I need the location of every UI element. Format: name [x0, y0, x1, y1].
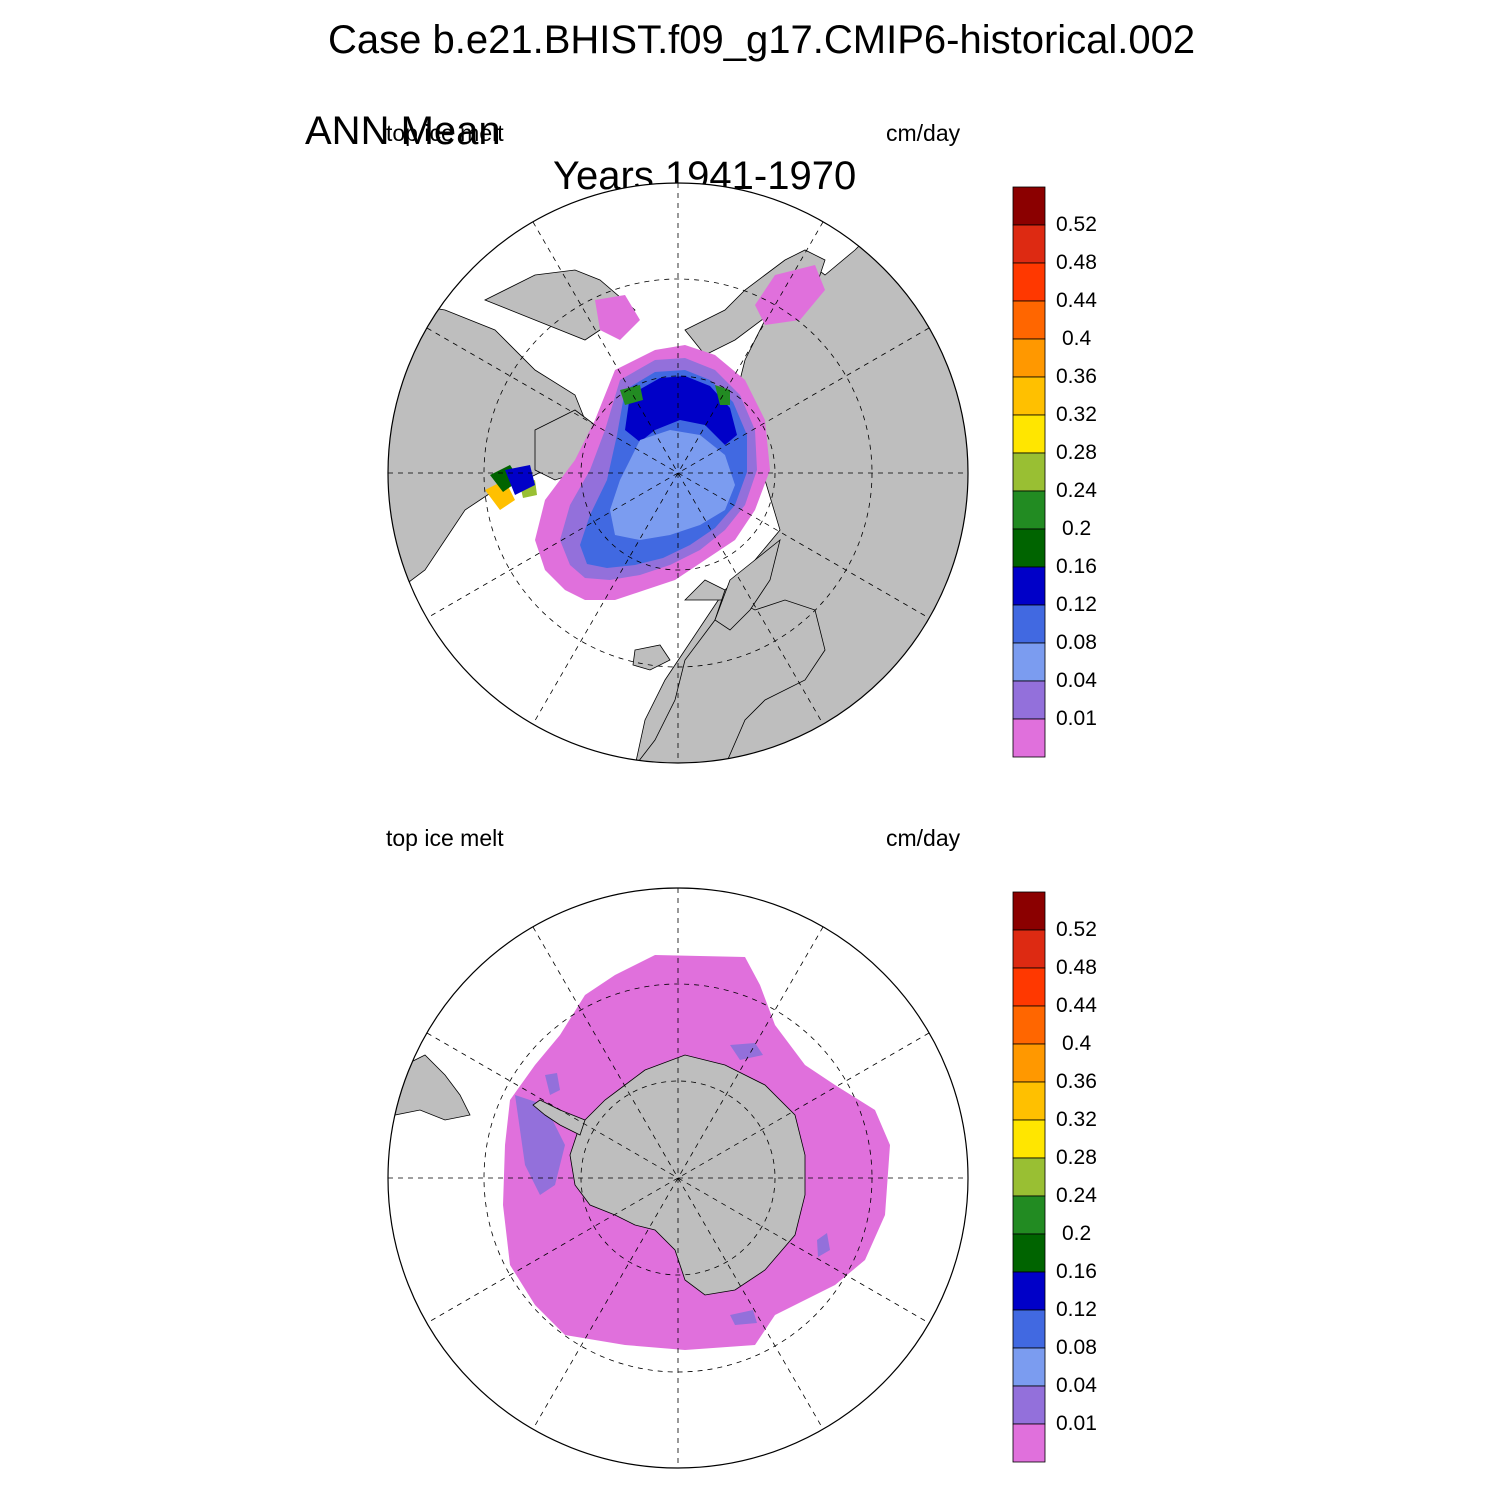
north-polar-map: [387, 182, 969, 764]
colorbar-tick-label: 0.08: [1056, 1336, 1097, 1359]
colorbar-swatch: [1012, 1157, 1046, 1197]
colorbar-tick-label: 0.01: [1056, 1412, 1097, 1435]
colorbar-swatch: [1012, 1195, 1046, 1235]
colorbar-tick-label: 0.28: [1056, 441, 1097, 464]
colorbar-swatch: [1012, 967, 1046, 1007]
colorbar-tick-label: 0.08: [1056, 631, 1097, 654]
melt-pink-okhotsk: [595, 295, 640, 340]
colorbar-north: [1012, 186, 1046, 758]
colorbar-swatch: [1012, 1005, 1046, 1045]
colorbar-swatch: [1012, 1119, 1046, 1159]
colorbar-tick-label: 0.4: [1062, 1032, 1092, 1055]
melt-0.12-hudson: [505, 465, 535, 495]
land-antarctica: [569, 1054, 806, 1296]
south-graticule: [388, 888, 968, 1468]
colorbar-swatch: [1012, 891, 1046, 931]
colorbar-swatch: [1012, 1309, 1046, 1349]
colorbar-tick-label: 0.01: [1056, 707, 1097, 730]
colorbar-tick-label: 0.12: [1056, 593, 1097, 616]
colorbar-swatch: [1012, 1423, 1046, 1463]
colorbar-swatch: [1012, 224, 1046, 264]
colorbar-tick-label: 0.32: [1056, 1108, 1097, 1131]
colorbar-tick-label: 0.48: [1056, 956, 1097, 979]
colorbar-swatch: [1012, 300, 1046, 340]
melt-0.04-core: [610, 430, 735, 540]
colorbar-swatch: [1012, 1385, 1046, 1425]
south-polar-map: [387, 887, 969, 1469]
panel-north-left-label: top ice melt: [386, 120, 504, 146]
colorbar-swatch: [1012, 186, 1046, 226]
years-label: Years 1941-1970: [553, 154, 857, 198]
land-alaska: [484, 269, 636, 341]
colorbar-tick-label: 0.2: [1062, 1222, 1092, 1245]
colorbar-swatch: [1012, 1347, 1046, 1387]
colorbar-tick-label: 0.44: [1056, 289, 1097, 312]
colorbar-tick-label: 0.12: [1056, 1298, 1097, 1321]
colorbar-tick-label: 0.16: [1056, 555, 1097, 578]
colorbar-swatch: [1012, 414, 1046, 454]
panel-south-units-label: cm/day: [886, 825, 961, 851]
colorbar-swatch: [1012, 642, 1046, 682]
colorbar-tick-label: 0.48: [1056, 251, 1097, 274]
colorbar-tick-label: 0.32: [1056, 403, 1097, 426]
colorbar-swatch: [1012, 262, 1046, 302]
colorbar-swatch: [1012, 452, 1046, 492]
colorbar-swatch: [1012, 1233, 1046, 1273]
melt-0.04-amundsen: [817, 1233, 830, 1257]
season-label: ANN Mean: [305, 109, 501, 153]
colorbar-tick-label: 0.4: [1062, 327, 1092, 350]
colorbar-swatch: [1012, 680, 1046, 720]
colorbar-swatch: [1012, 566, 1046, 606]
colorbar-tick-label: 0.52: [1056, 918, 1097, 941]
colorbar-swatch: [1012, 1081, 1046, 1121]
colorbar-tick-label: 0.44: [1056, 994, 1097, 1017]
colorbar-swatch: [1012, 376, 1046, 416]
land-antarctic-peninsula: [532, 1099, 586, 1136]
colorbar-swatch: [1012, 1043, 1046, 1083]
colorbar-swatch: [1012, 1271, 1046, 1311]
colorbar-swatch: [1012, 604, 1046, 644]
colorbar-tick-label: 0.04: [1056, 669, 1097, 692]
figure-title-line2: ANN Mean Years 1941-1970: [0, 64, 1500, 199]
colorbar-tick-label: 0.24: [1056, 479, 1097, 502]
colorbar-swatch: [1012, 338, 1046, 378]
colorbar-tick-label: 0.04: [1056, 1374, 1097, 1397]
melt-0.04-east: [730, 1043, 763, 1060]
colorbar-tick-label: 0.28: [1056, 1146, 1097, 1169]
colorbar-tick-label: 0.16: [1056, 1260, 1097, 1283]
colorbar-south: [1012, 891, 1046, 1463]
panel-south-left-label: top ice melt: [386, 825, 504, 851]
colorbar-tick-label: 0.2: [1062, 517, 1092, 540]
panel-north-units-label: cm/day: [886, 120, 961, 146]
north-graticule: [388, 183, 968, 763]
colorbar-tick-label: 0.36: [1056, 365, 1097, 388]
colorbar-tick-label: 0.52: [1056, 213, 1097, 236]
colorbar-tick-label: 0.24: [1056, 1184, 1097, 1207]
colorbar-swatch: [1012, 929, 1046, 969]
melt-0.04-weddell: [545, 1073, 560, 1095]
land-scandinavia: [714, 538, 781, 631]
melt-0.04-ross: [730, 1310, 757, 1325]
colorbar-swatch: [1012, 718, 1046, 758]
colorbar-tick-label: 0.36: [1056, 1070, 1097, 1093]
melt-0.2-patch1: [620, 385, 643, 405]
colorbar-swatch: [1012, 528, 1046, 568]
colorbar-swatch: [1012, 490, 1046, 530]
melt-0.12: [625, 376, 737, 445]
